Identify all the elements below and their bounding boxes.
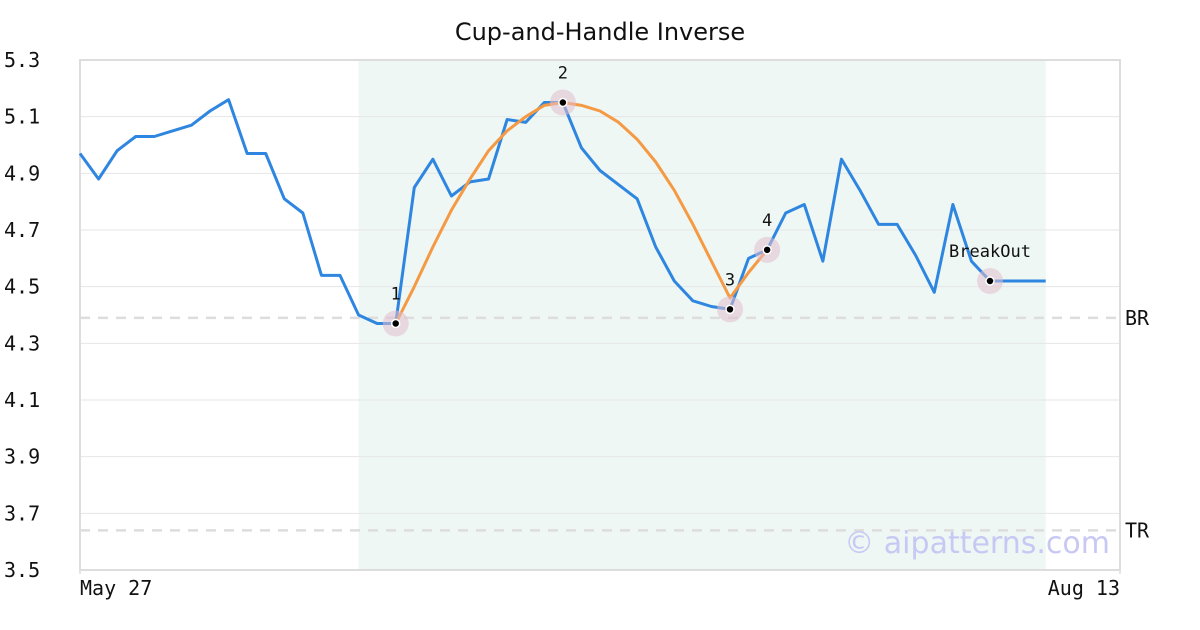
y-tick-label: 3.9: [4, 445, 40, 469]
y-tick-label: 4.1: [4, 388, 40, 412]
y-tick-label: 4.9: [4, 161, 40, 185]
point-label: 3: [725, 270, 735, 290]
point-label: 2: [558, 64, 568, 84]
x-tick-label: May 27: [80, 576, 152, 600]
y-tick-label: 3.7: [4, 501, 40, 525]
point-dot: [558, 97, 568, 108]
y-tick-label: 4.3: [4, 331, 40, 355]
y-tick-label: 4.7: [4, 218, 40, 242]
point-dot: [762, 245, 772, 255]
point-label: 1: [391, 285, 401, 305]
plot-frame: [79, 59, 1121, 571]
point-dot: [985, 276, 995, 286]
x-tick-label: Aug 13: [1048, 576, 1120, 600]
point-dot: [725, 304, 735, 315]
chart-title: Cup-and-Handle Inverse: [455, 18, 745, 46]
y-tick-label: 5.3: [4, 48, 40, 72]
point-dot: [390, 318, 401, 329]
y-tick-label: 4.5: [4, 275, 40, 299]
point-label: BreakOut: [949, 242, 1031, 262]
level-label: BR: [1125, 306, 1150, 330]
y-tick-label: 5.1: [4, 105, 40, 129]
level-label: TR: [1125, 518, 1150, 542]
point-label: 4: [762, 211, 772, 231]
series-line: [394, 101, 769, 325]
y-tick-label: 3.5: [4, 558, 40, 582]
watermark: © aipatterns.com: [844, 526, 1110, 561]
pattern-region: [358, 60, 1046, 570]
